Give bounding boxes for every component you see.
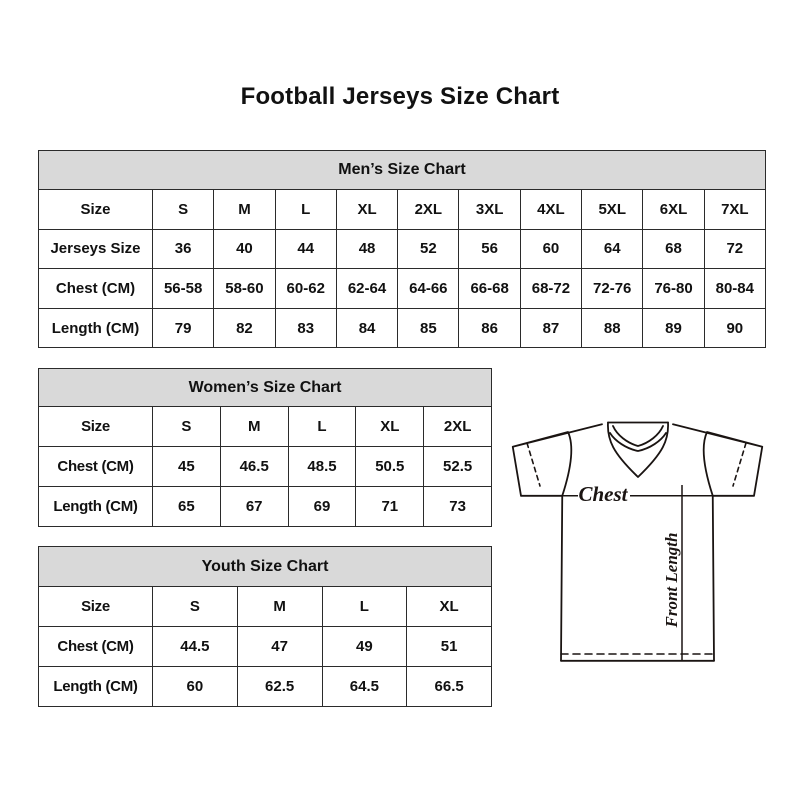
svg-text:Front Length: Front Length: [662, 533, 681, 629]
svg-text:Chest: Chest: [578, 482, 628, 506]
